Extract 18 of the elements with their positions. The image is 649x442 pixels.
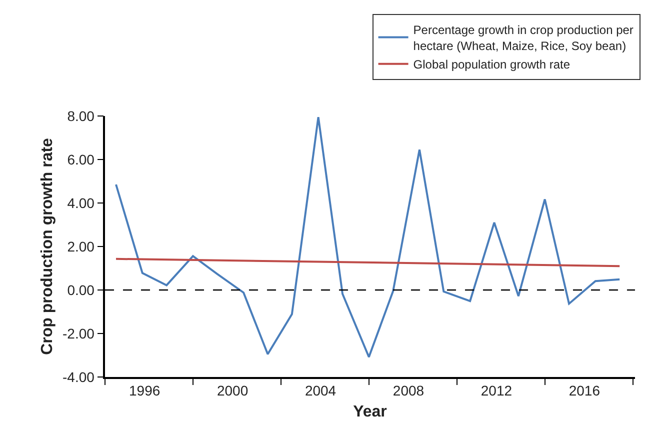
x-tick-label: 2012 — [480, 382, 512, 399]
y-tick-label: -4.00 — [62, 368, 95, 385]
line-series — [115, 116, 621, 358]
x-tick-label: 1996 — [129, 382, 160, 399]
y-tick-label: -2.00 — [62, 325, 95, 342]
legend-label: Percentage growth in crop production per hectare (Wheat, Maize, Rice, Soy bean) — [413, 23, 634, 53]
y-tick-label: 0.00 — [67, 282, 95, 298]
y-tick-label: 2.00 — [67, 238, 95, 254]
x-tick-label: 2000 — [216, 382, 248, 399]
x-axis-title: Year — [353, 404, 387, 421]
y-axis-title: Crop production growth rate — [38, 138, 56, 355]
y-tick-label: 6.00 — [67, 151, 95, 168]
x-tick-label: 2008 — [392, 382, 424, 399]
x-tick-label: 2016 — [568, 382, 600, 399]
y-tick-label: 8.00 — [67, 108, 95, 124]
legend-label: Global population growth rate — [413, 58, 570, 72]
x-tick-label: 2004 — [304, 382, 336, 399]
y-tick-label: 4.00 — [67, 194, 95, 211]
